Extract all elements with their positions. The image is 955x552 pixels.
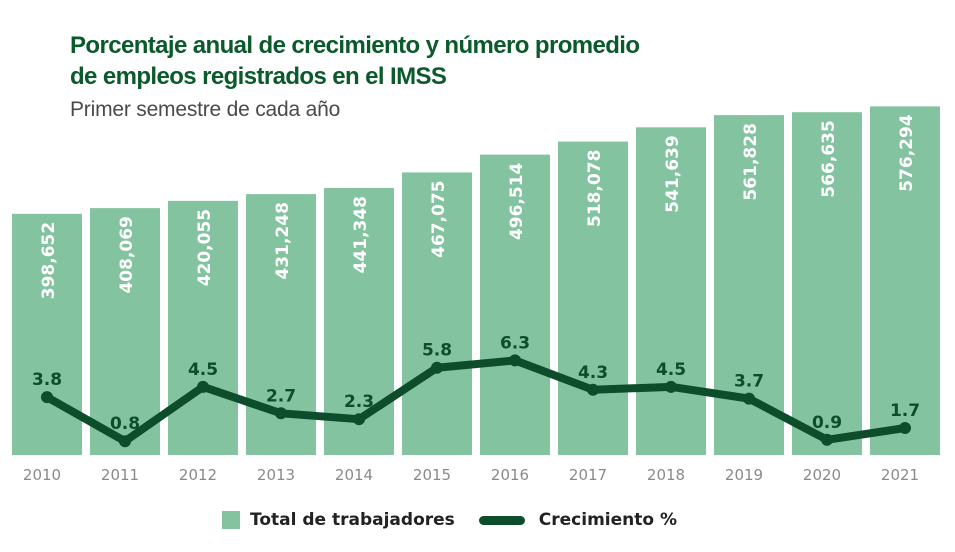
bar-2012 (168, 200, 238, 455)
bar-2015 (402, 172, 472, 456)
growth-value-label: 3.8 (32, 370, 62, 390)
x-tick-label: 2020 (803, 466, 841, 484)
growth-value-label: 4.3 (578, 363, 608, 383)
bar-2017 (558, 141, 628, 455)
bar-2020 (792, 112, 862, 455)
legend: Total de trabajadores Crecimiento % (222, 510, 677, 530)
growth-point (119, 435, 131, 448)
bar-value-label: 467,075 (429, 180, 449, 257)
bar-value-label: 566,635 (819, 120, 839, 197)
growth-value-label: 4.5 (188, 360, 218, 380)
growth-value-label: 5.8 (422, 341, 452, 361)
bar-value-label: 408,069 (117, 216, 137, 293)
growth-point (587, 383, 599, 396)
title-line-1: Porcentaje anual de crecimiento y número… (70, 32, 640, 59)
bar-value-label: 431,248 (273, 202, 293, 279)
growth-value-label: 0.9 (812, 413, 842, 433)
bar-2014 (324, 187, 394, 455)
x-tick-label: 2012 (179, 466, 217, 484)
bar-value-label: 496,514 (507, 162, 527, 240)
x-tick-label: 2021 (881, 466, 919, 484)
bar-value-label: 561,828 (741, 123, 761, 200)
growth-point (431, 361, 443, 374)
growth-point (197, 380, 209, 393)
x-tick-label: 2015 (413, 466, 451, 484)
x-tick-label: 2011 (101, 466, 139, 484)
legend-label-bars: Total de trabajadores (250, 510, 455, 530)
bar-value-label: 541,639 (663, 135, 683, 212)
x-tick-label: 2016 (491, 466, 529, 484)
growth-point (41, 391, 53, 404)
bar-2021 (870, 106, 940, 455)
bar-value-label: 441,348 (351, 196, 371, 273)
x-tick-label: 2010 (23, 466, 61, 484)
bar-value-label: 398,652 (39, 222, 59, 299)
legend-label-line: Crecimiento % (538, 510, 678, 530)
growth-value-label: 2.3 (344, 392, 374, 412)
x-tick-label: 2013 (257, 466, 295, 484)
x-tick-label: 2019 (725, 466, 763, 484)
growth-point (275, 407, 287, 420)
growth-value-label: 2.7 (266, 386, 296, 406)
bar-2016 (480, 154, 550, 456)
bar-value-label: 420,055 (195, 209, 215, 286)
x-tick-label: 2017 (569, 466, 607, 484)
growth-point (821, 433, 833, 446)
bar-2011 (90, 208, 160, 455)
growth-point (353, 413, 365, 426)
x-tick-label: 2014 (335, 466, 373, 484)
bar-value-label: 518,078 (585, 150, 605, 227)
bar-value-label: 576,294 (897, 114, 917, 192)
growth-point (665, 380, 677, 393)
growth-point (509, 354, 521, 367)
growth-line (43, 356, 909, 446)
growth-value-label: 0.8 (110, 414, 140, 434)
growth-point (899, 422, 911, 435)
growth-value-label: 3.7 (734, 372, 764, 392)
legend-swatch-line (478, 515, 525, 525)
chart-subtitle: Primer semestre de cada año (70, 98, 341, 121)
growth-point (743, 392, 755, 405)
legend-swatch-bars (222, 511, 240, 529)
title-line-2: de empleos registrados en el IMSS (70, 63, 447, 90)
x-tick-label: 2018 (647, 466, 685, 484)
chart-title: Porcentaje anual de crecimiento y número… (70, 30, 640, 92)
growth-value-label: 1.7 (890, 401, 920, 421)
bar-2018 (636, 127, 706, 455)
growth-value-label: 4.5 (656, 360, 686, 380)
growth-value-label: 6.3 (500, 333, 530, 353)
